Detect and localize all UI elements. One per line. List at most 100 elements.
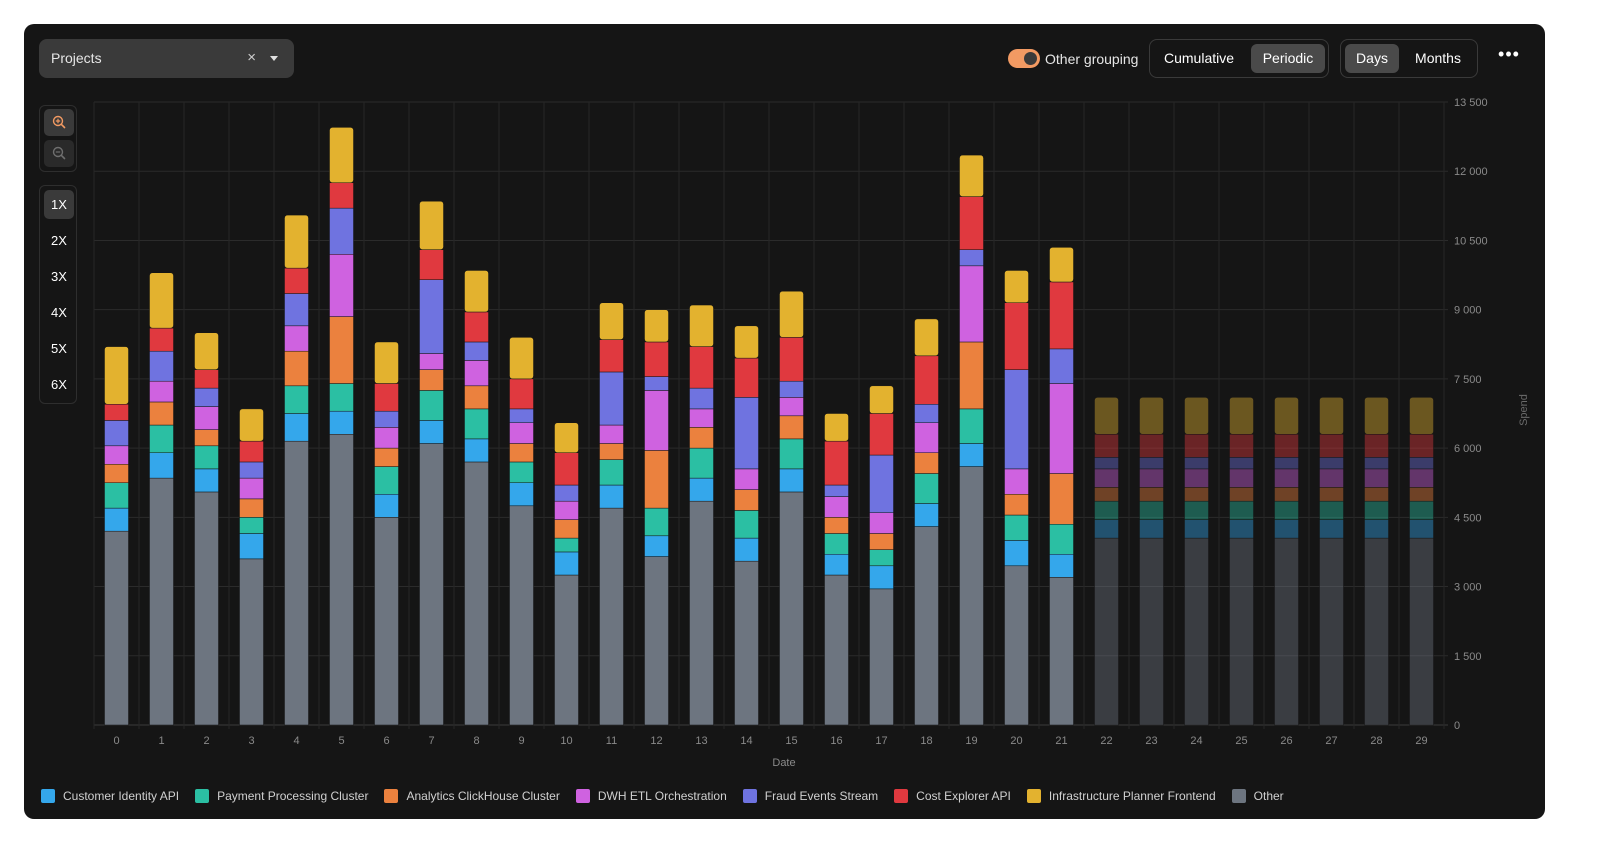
bar-segment[interactable] (509, 443, 534, 463)
bar-segment[interactable] (149, 401, 174, 426)
bar-segment[interactable] (1364, 500, 1389, 520)
bar-segment[interactable] (959, 154, 984, 197)
bar-segment[interactable] (1004, 468, 1029, 495)
bar-segment[interactable] (779, 397, 804, 417)
bar-segment[interactable] (374, 410, 399, 428)
bar-segment[interactable] (1229, 537, 1254, 726)
bar-segment[interactable] (779, 491, 804, 726)
bar-segment[interactable] (734, 537, 759, 562)
bar-segment[interactable] (1319, 537, 1344, 726)
bar-segment[interactable] (239, 440, 264, 463)
bar-segment[interactable] (149, 452, 174, 479)
bar-segment[interactable] (554, 484, 579, 502)
bar-segment[interactable] (1094, 487, 1119, 502)
bar-segment[interactable] (149, 272, 174, 329)
legend-item[interactable]: Payment Processing Cluster (195, 789, 368, 803)
bar-segment[interactable] (824, 440, 849, 486)
bar-segment[interactable] (554, 537, 579, 553)
bar-segment[interactable] (239, 533, 264, 560)
bar-segment[interactable] (1409, 397, 1434, 435)
bar-segment[interactable] (1364, 519, 1389, 539)
bar-segment[interactable] (509, 337, 534, 380)
bar-segment[interactable] (959, 466, 984, 726)
bar-segment[interactable] (1004, 270, 1029, 303)
bar-segment[interactable] (284, 267, 309, 294)
bar-segment[interactable] (149, 380, 174, 403)
bar-segment[interactable] (1229, 468, 1254, 488)
bar-segment[interactable] (509, 482, 534, 507)
bar-segment[interactable] (1139, 468, 1164, 488)
bar-segment[interactable] (599, 424, 624, 444)
bar-segment[interactable] (1184, 397, 1209, 435)
bar-segment[interactable] (644, 309, 669, 343)
bar-segment[interactable] (464, 311, 489, 343)
bar-segment[interactable] (644, 556, 669, 726)
bar-segment[interactable] (959, 443, 984, 467)
bar-segment[interactable] (284, 325, 309, 352)
bar-segment[interactable] (1184, 519, 1209, 539)
bar-segment[interactable] (734, 397, 759, 470)
bar-segment[interactable] (599, 507, 624, 726)
legend-item[interactable]: DWH ETL Orchestration (575, 789, 727, 803)
bar-segment[interactable] (1184, 457, 1209, 470)
bar-segment[interactable] (599, 459, 624, 486)
bar-segment[interactable] (959, 408, 984, 444)
bar-segment[interactable] (1004, 565, 1029, 726)
bar-segment[interactable] (554, 574, 579, 726)
bar-segment[interactable] (554, 422, 579, 453)
bar-segment[interactable] (1139, 457, 1164, 470)
bar-segment[interactable] (1184, 537, 1209, 726)
bar-segment[interactable] (1274, 397, 1299, 435)
bar-segment[interactable] (914, 526, 939, 726)
bar-segment[interactable] (194, 445, 219, 470)
legend-item[interactable]: Cost Explorer API (894, 789, 1011, 803)
bar-segment[interactable] (1409, 519, 1434, 539)
bar-segment[interactable] (1364, 434, 1389, 458)
bar-segment[interactable] (284, 350, 309, 387)
bar-segment[interactable] (914, 452, 939, 474)
bar-segment[interactable] (1094, 397, 1119, 435)
bar-segment[interactable] (1184, 500, 1209, 520)
legend-item[interactable]: Infrastructure Planner Frontend (1026, 789, 1216, 803)
bar-segment[interactable] (419, 369, 444, 391)
bar-segment[interactable] (194, 387, 219, 407)
bar-segment[interactable] (1229, 500, 1254, 520)
cumulative-button[interactable]: Cumulative (1163, 50, 1235, 66)
bar-segment[interactable] (419, 390, 444, 421)
bar-segment[interactable] (374, 466, 399, 495)
bar-segment[interactable] (194, 491, 219, 726)
bar-segment[interactable] (824, 533, 849, 555)
bar-segment[interactable] (1049, 247, 1074, 283)
bar-segment[interactable] (1319, 434, 1344, 458)
bar-segment[interactable] (1319, 468, 1344, 488)
bar-segment[interactable] (1364, 537, 1389, 726)
bar-segment[interactable] (284, 440, 309, 726)
bar-segment[interactable] (869, 413, 894, 456)
bar-segment[interactable] (329, 383, 354, 412)
bar-segment[interactable] (194, 406, 219, 430)
bar-segment[interactable] (914, 355, 939, 405)
bar-segment[interactable] (779, 380, 804, 398)
bar-segment[interactable] (1184, 468, 1209, 488)
bar-segment[interactable] (824, 484, 849, 497)
bar-segment[interactable] (1139, 500, 1164, 520)
bar-segment[interactable] (914, 503, 939, 527)
days-button[interactable]: Days (1345, 44, 1399, 73)
legend-item[interactable]: Other (1231, 789, 1284, 803)
bar-segment[interactable] (1139, 519, 1164, 539)
bar-segment[interactable] (1364, 487, 1389, 502)
bar-segment[interactable] (869, 454, 894, 513)
bar-segment[interactable] (284, 413, 309, 442)
bar-segment[interactable] (1094, 457, 1119, 470)
bar-segment[interactable] (464, 341, 489, 361)
multiplier-2x-button[interactable]: 2X (51, 233, 67, 248)
bar-segment[interactable] (149, 424, 174, 453)
bar-segment[interactable] (1409, 434, 1434, 458)
bar-segment[interactable] (374, 341, 399, 384)
bar-segment[interactable] (1319, 519, 1344, 539)
bar-segment[interactable] (464, 461, 489, 726)
bar-segment[interactable] (149, 477, 174, 726)
bar-segment[interactable] (1004, 369, 1029, 470)
bar-segment[interactable] (824, 496, 849, 518)
bar-segment[interactable] (644, 535, 669, 557)
